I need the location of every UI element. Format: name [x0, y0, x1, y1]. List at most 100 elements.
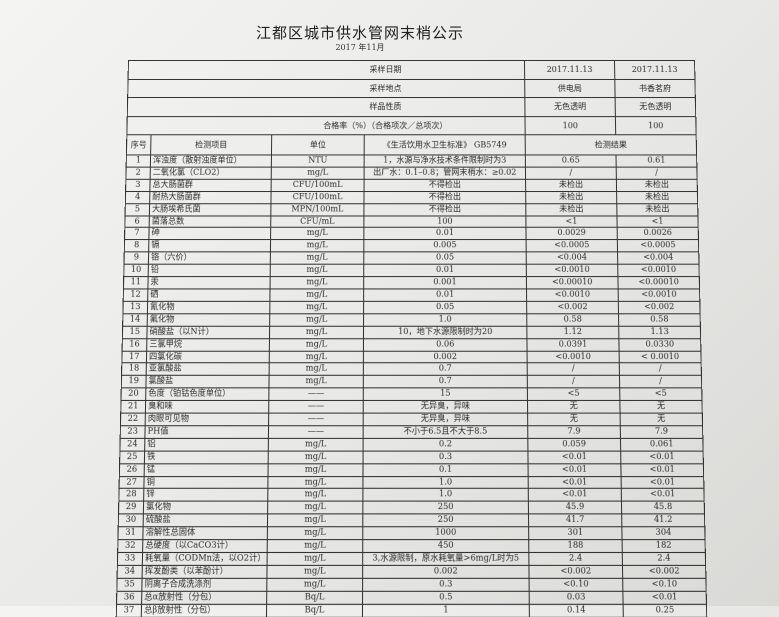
result-site-1: <0.01 — [527, 450, 621, 464]
test-item: 汞 — [147, 276, 271, 289]
table-row: 5 大肠埃希氏菌 MPN/100mL 不得检出 未检出 未检出 — [125, 203, 698, 216]
test-item: 溶解性总固体 — [142, 526, 268, 540]
result-site-2: 未检出 — [616, 203, 698, 216]
test-item: 氰化物 — [147, 301, 270, 314]
row-number: 34 — [117, 565, 143, 579]
result-site-1: 1.12 — [526, 325, 619, 339]
table-row: 3 总大肠菌群 CFU/100mL 不得检出 未检出 未检出 — [125, 179, 698, 192]
table-row: 15 硝酸盐（以N计） mg/L 10，地下水源限制时为20 1.12 1.13 — [122, 325, 701, 339]
row-number: 32 — [117, 539, 143, 553]
table-row: 24 铝 mg/L 0.2 0.059 0.061 — [119, 438, 704, 451]
table-row: 14 氟化物 mg/L 1.0 0.58 0.58 — [122, 313, 701, 326]
test-item: 耐热大肠菌群 — [149, 191, 272, 204]
standard-limit: 无异臭，异味 — [363, 413, 528, 426]
test-item: 铁 — [144, 450, 269, 464]
result-site-1: / — [525, 167, 617, 180]
result-site-1: <0.0005 — [526, 239, 618, 253]
row-number: 6 — [124, 215, 150, 228]
water-quality-table: 采样日期 2017.11.13 2017.11.13 采样地点 供电局 书香茗府 样品性质无… — [116, 60, 708, 617]
table-row: 28 锌 mg/L 1.0 <0.01 <0.01 — [118, 488, 705, 502]
table-row: 18 亚氯酸盐 mg/L 0.7// — [121, 363, 702, 376]
row-number: 23 — [120, 425, 146, 439]
standard-limit: 1000 — [362, 526, 529, 540]
table-row: 7 砷 mg/L 0.01 0.0029 0.0026 — [124, 227, 699, 240]
unit: CFU/mL — [270, 215, 364, 228]
standard-limit: 0.05 — [363, 301, 527, 314]
result-site-2: <0.00010 — [617, 276, 700, 289]
row-number: 13 — [122, 301, 148, 314]
meta-value: 供电局 — [524, 78, 616, 98]
result-site-2: <0.002 — [618, 301, 701, 314]
row-number: 35 — [116, 578, 143, 592]
row-number: 3 — [125, 179, 151, 192]
table-row: 23 PH值 —— 不小于6.5且不大于8.5 7.9 7.9 — [120, 425, 703, 439]
result-site-1: / — [527, 375, 620, 389]
result-site-1: 0.03 — [529, 591, 624, 604]
meta-value: 书香茗府 — [614, 78, 696, 98]
table-row: 11 汞 mg/L 0.001 <0.00010 <0.00010 — [123, 276, 700, 289]
result-site-2: 0.58 — [618, 313, 701, 326]
result-site-2: <0.01 — [621, 476, 704, 489]
result-site-1: <1 — [525, 215, 618, 228]
row-number: 9 — [124, 252, 149, 265]
row-number: 5 — [125, 203, 150, 216]
standard-limit: 450 — [362, 539, 529, 553]
table-row: 26 锰 mg/L 0.1 <0.01 <0.01 — [119, 463, 704, 477]
unit: mg/L — [267, 514, 363, 527]
result-site-2: < 0.0010 — [619, 350, 702, 364]
standard-limit: 不小于6.5且不大于8.5 — [363, 425, 528, 439]
test-item: 氯酸盐 — [145, 375, 270, 389]
unit: mg/L — [269, 350, 364, 364]
standard-limit: 0.3 — [363, 450, 529, 464]
test-item: 总α放射性（分包） — [141, 591, 267, 604]
unit: —— — [268, 388, 364, 401]
unit: mg/L — [267, 539, 363, 553]
row-number: 10 — [123, 264, 149, 277]
test-item: 锰 — [144, 463, 269, 477]
result-site-1: <0.01 — [528, 488, 622, 502]
table-row: 25 铁 mg/L 0.3 <0.01 <0.01 — [119, 450, 704, 464]
table-row: 19 氯酸盐 mg/L 0.7// — [121, 375, 702, 389]
standard-limit: 0.2 — [363, 438, 528, 451]
result-site-2: <0.10 — [622, 578, 707, 592]
col-unit: 单位 — [271, 134, 365, 155]
unit: mg/L — [266, 578, 363, 592]
test-item: 总大肠菌群 — [149, 179, 272, 192]
result-site-2: <0.01 — [622, 591, 707, 604]
result-site-2: 45.8 — [621, 501, 705, 515]
unit: mg/L — [266, 565, 363, 579]
row-number: 27 — [119, 476, 145, 489]
result-site-1: <0.01 — [528, 476, 622, 489]
meta-value: 无色透明 — [615, 97, 696, 117]
result-site-1: 0.0029 — [525, 227, 618, 240]
unit: mg/L — [270, 264, 364, 277]
result-site-1: 7.9 — [527, 425, 621, 439]
unit: NTU — [271, 154, 365, 168]
result-site-1: 2.4 — [528, 552, 623, 566]
result-site-1: 41.7 — [528, 514, 622, 527]
meta-value: 2017.11.13 — [614, 60, 695, 79]
unit: Bq/L — [266, 591, 363, 604]
unit: —— — [268, 400, 364, 414]
unit: mg/L — [268, 375, 364, 389]
test-item: 铅 — [148, 264, 271, 277]
row-number: 24 — [119, 438, 145, 451]
result-site-2: 0.0026 — [617, 227, 699, 240]
result-site-2: 无 — [619, 400, 703, 414]
standard-limit: 0.002 — [362, 565, 530, 579]
result-site-1: 45.9 — [528, 501, 622, 515]
row-number: 26 — [119, 463, 145, 477]
result-site-2: <0.004 — [617, 252, 699, 265]
test-item: 菌落总数 — [149, 215, 271, 228]
row-number: 28 — [118, 488, 144, 502]
result-site-1: <0.0010 — [526, 264, 618, 277]
test-item: 铜 — [143, 476, 269, 489]
document-date: 2017 年11月 — [335, 43, 385, 52]
result-site-1: <5 — [527, 388, 620, 401]
result-site-2: / — [619, 375, 702, 389]
test-item: 二氧化氯（CLO2） — [150, 167, 272, 180]
result-site-2: <0.01 — [621, 488, 705, 502]
row-number: 22 — [120, 413, 146, 426]
row-number: 12 — [123, 288, 148, 302]
row-number: 31 — [117, 526, 144, 540]
